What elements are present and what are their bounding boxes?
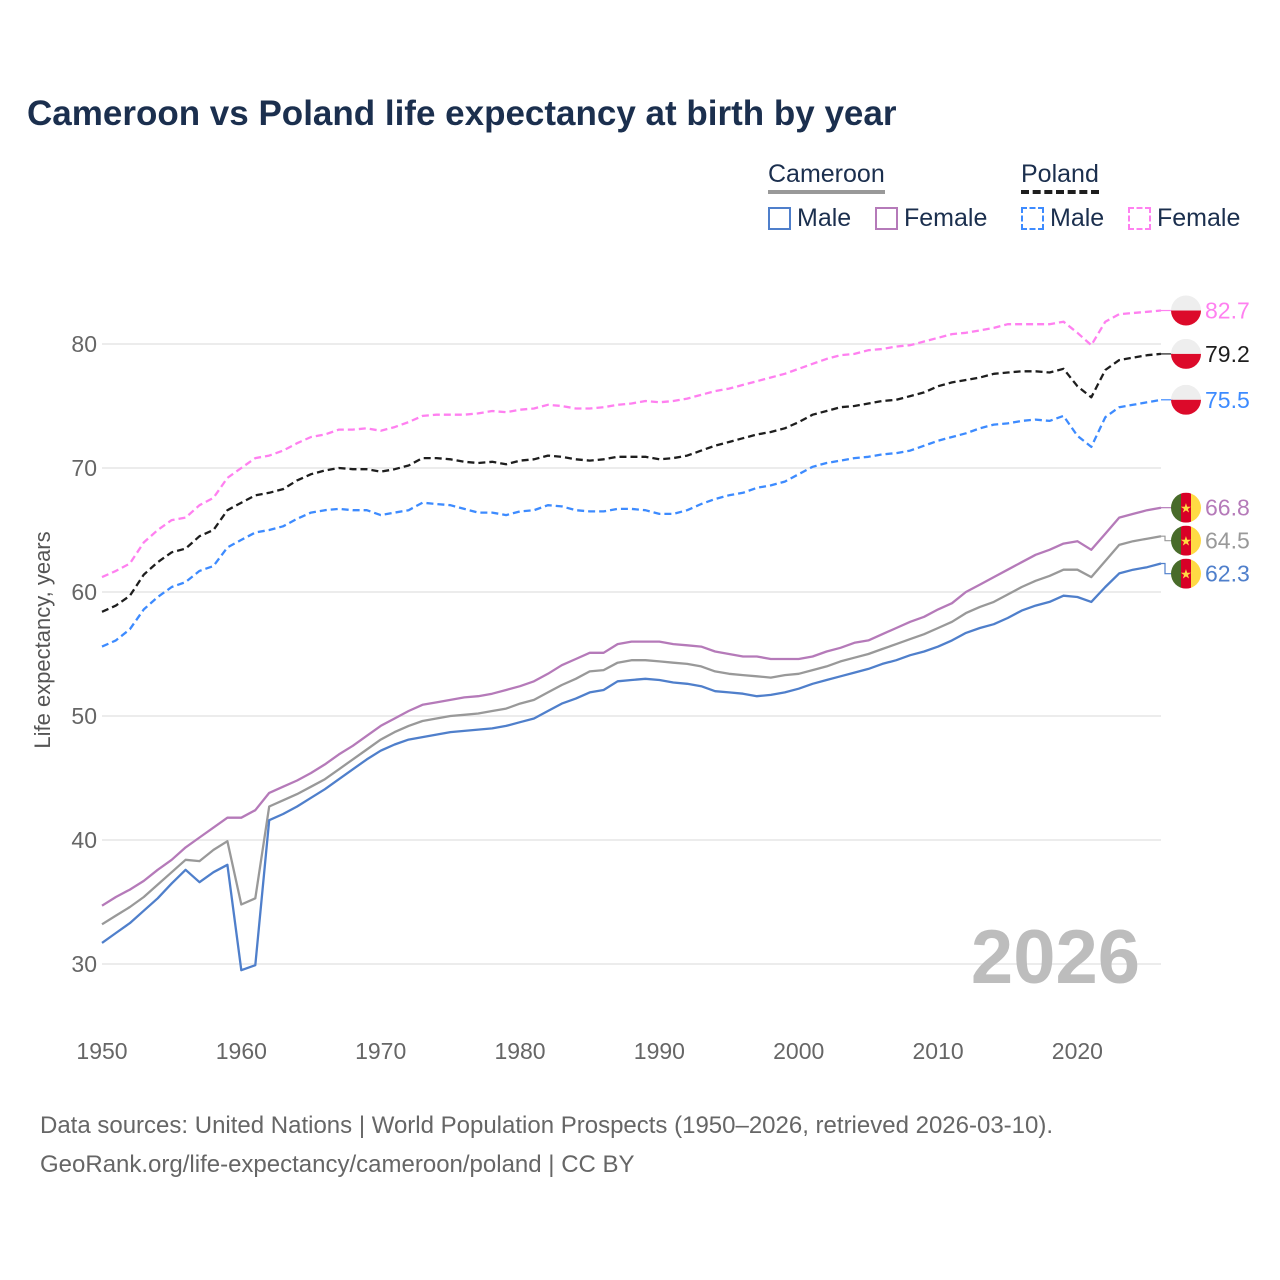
star-icon: ★ — [1180, 501, 1192, 516]
x-tick-label: 1990 — [634, 1038, 685, 1064]
x-tick-label: 2010 — [912, 1038, 963, 1064]
legend-label: Female — [904, 204, 988, 232]
x-tick-label: 2000 — [773, 1038, 824, 1064]
legend-item-poland-male[interactable]: Male — [1021, 204, 1104, 233]
end-labels: 82.7 79.2 75.5 ★ 66.8 ★ 64.5 ★ 62.3 — [1161, 295, 1250, 589]
legend-label: Male — [1050, 204, 1105, 232]
end-value-label: 75.5 — [1205, 387, 1250, 413]
y-tick-label: 80 — [71, 331, 97, 357]
legend-group-label: Poland — [1021, 160, 1099, 188]
series-line-poland-female[interactable] — [101, 309, 1162, 579]
legend-solid-line-swatch — [768, 190, 885, 194]
legend-label: Female — [1157, 204, 1241, 232]
series-line-cameroon[interactable] — [101, 535, 1162, 926]
legend-dashed-line-swatch — [1021, 190, 1099, 194]
end-value-label: 66.8 — [1205, 495, 1250, 521]
end-label-connector — [1161, 535, 1173, 542]
cameroon-flag-icon: ★ — [1171, 525, 1201, 556]
series-lines — [101, 309, 1162, 972]
star-icon: ★ — [1180, 567, 1192, 582]
legend-swatch — [1021, 207, 1044, 230]
y-axis-label: Life expectancy, years — [30, 531, 55, 748]
y-axis-ticks: 30 40 50 60 70 80 — [71, 331, 97, 977]
x-tick-label: 1980 — [494, 1038, 545, 1064]
cameroon-flag-icon: ★ — [1171, 492, 1201, 523]
x-tick-label: 2020 — [1052, 1038, 1103, 1064]
poland-flag-icon — [1171, 384, 1201, 415]
end-label-connector — [1161, 562, 1173, 575]
y-tick-label: 30 — [71, 951, 97, 977]
legend-swatch — [875, 207, 898, 230]
legend-group-poland: Poland — [1021, 160, 1099, 194]
series-line-cameroon-female[interactable] — [101, 506, 1162, 907]
x-tick-label: 1960 — [216, 1038, 267, 1064]
cameroon-flag-icon: ★ — [1171, 558, 1201, 589]
y-tick-label: 70 — [71, 455, 97, 481]
star-icon: ★ — [1180, 534, 1192, 549]
legend-item-poland-female[interactable]: Female — [1128, 204, 1240, 233]
legend-swatch — [1128, 207, 1151, 230]
x-tick-label: 1970 — [355, 1038, 406, 1064]
series-line-poland-male[interactable] — [101, 398, 1162, 648]
series-line-poland[interactable] — [101, 352, 1162, 613]
poland-flag-icon — [1171, 338, 1201, 369]
x-axis-ticks: 1950 1960 1970 1980 1990 2000 2010 2020 — [76, 1038, 1103, 1064]
y-tick-label: 40 — [71, 827, 97, 853]
x-tick-label: 1950 — [76, 1038, 127, 1064]
source-line: Data sources: United Nations | World Pop… — [40, 1112, 1054, 1139]
end-value-label: 79.2 — [1205, 341, 1250, 367]
end-value-label: 82.7 — [1205, 298, 1250, 324]
end-value-label: 62.3 — [1205, 561, 1250, 587]
legend-swatch — [768, 207, 791, 230]
year-watermark: 2026 — [971, 915, 1140, 1000]
series-line-cameroon-male[interactable] — [101, 562, 1162, 972]
legend-group-cameroon: Cameroon — [768, 160, 885, 194]
legend-group-label: Cameroon — [768, 160, 885, 188]
legend-item-cameroon-male[interactable]: Male — [768, 204, 851, 233]
y-tick-label: 50 — [71, 703, 97, 729]
poland-flag-icon — [1171, 295, 1201, 326]
legend-label: Male — [797, 204, 852, 232]
chart-title: Cameroon vs Poland life expectancy at bi… — [27, 94, 897, 133]
end-value-label: 64.5 — [1205, 528, 1250, 554]
source-link[interactable]: GeoRank.org/life-expectancy/cameroon/pol… — [40, 1151, 635, 1178]
source-note: Data sources: United Nations | World Pop… — [40, 1106, 1053, 1184]
y-tick-label: 60 — [71, 579, 97, 605]
gridlines — [102, 343, 1161, 965]
legend-item-cameroon-female[interactable]: Female — [875, 204, 987, 233]
